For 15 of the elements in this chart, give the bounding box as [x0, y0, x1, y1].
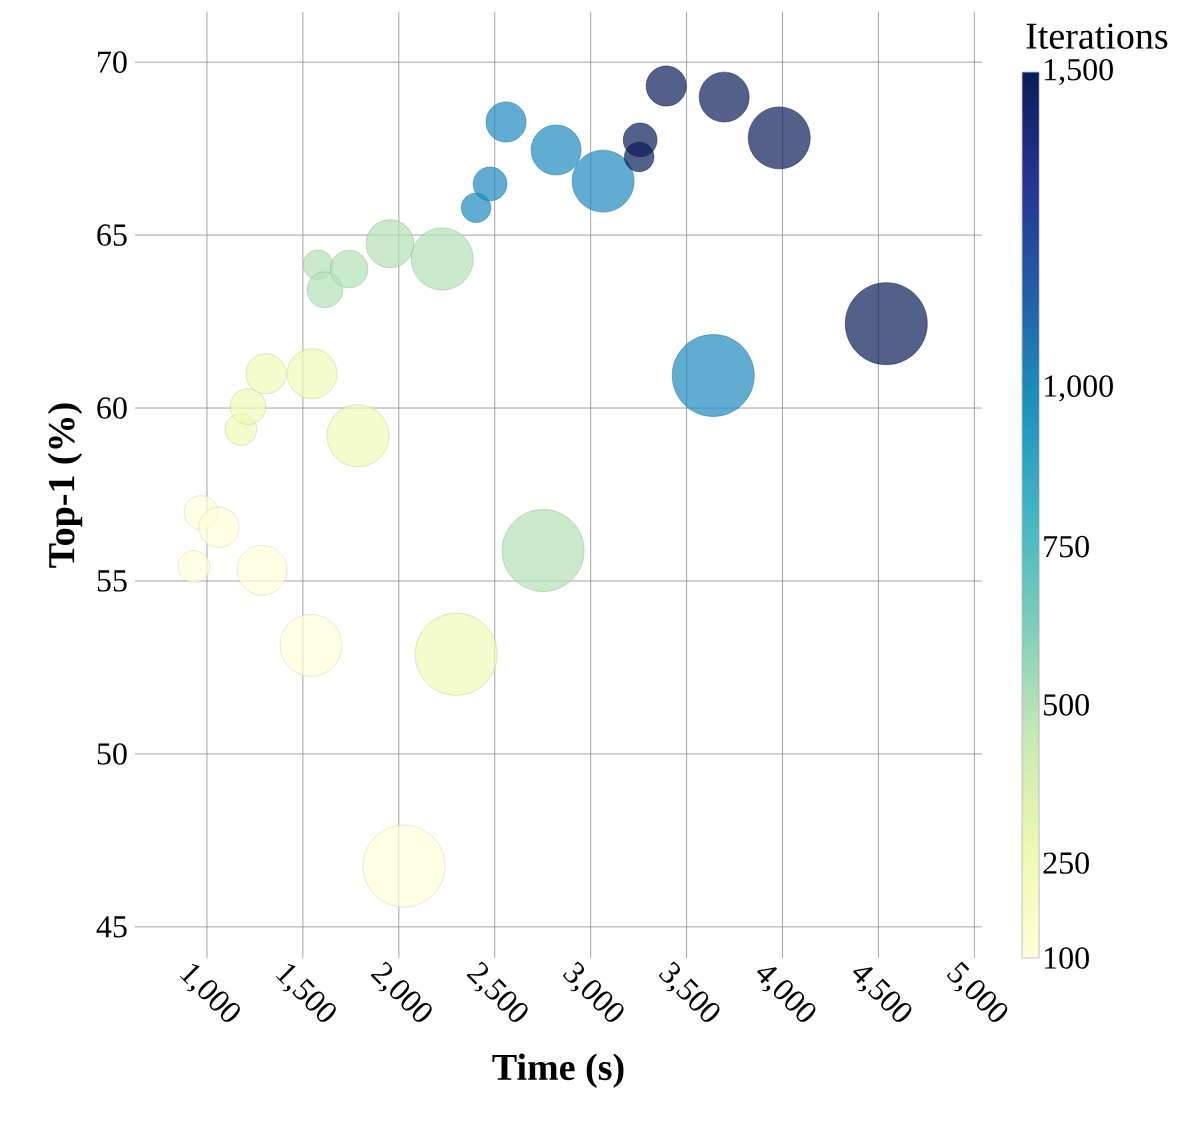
color-bar-label: 1,500	[1044, 58, 1113, 86]
y-axis-title: Top-1 (%)	[47, 403, 83, 568]
x-axis-title: Time (s)	[492, 1053, 624, 1088]
color-bar-label: 250	[1043, 852, 1089, 874]
y-tick-label: 65	[97, 224, 127, 246]
color-bar-label: 1,000	[1044, 375, 1113, 402]
y-tick-label: 70	[98, 51, 127, 73]
color-bar-label: 500	[1044, 694, 1089, 716]
y-tick-label: 45	[96, 916, 127, 938]
y-tick-label: 60	[97, 397, 127, 419]
color-bar-title: Iterations	[1026, 23, 1168, 49]
color-bar-label: 100	[1044, 947, 1089, 969]
color-bar-label: 750	[1044, 535, 1089, 558]
y-tick-label: 50	[97, 743, 127, 765]
y-tick-label: 55	[97, 570, 127, 592]
